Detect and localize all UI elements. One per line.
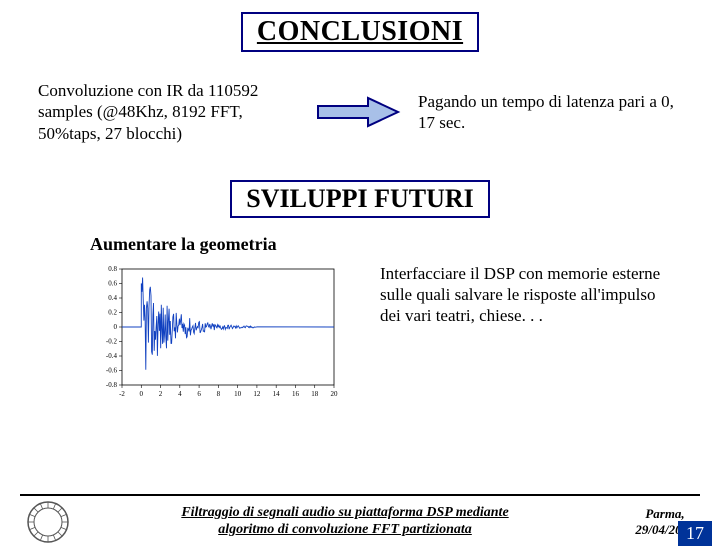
svg-text:12: 12 — [253, 390, 261, 398]
svg-text:0.4: 0.4 — [108, 294, 117, 302]
svg-text:2: 2 — [159, 390, 163, 398]
impulse-chart: -0.8 -0.6 -0.4 -0.2 0 0.2 0.4 0.6 0.8 -2 0 2 4 6 8 10 12… — [90, 263, 340, 403]
impulse-chart-svg: -0.8 -0.6 -0.4 -0.2 0 0.2 0.4 0.6 0.8 -2 0 2 4 6 8 10 12… — [90, 263, 340, 403]
svg-text:0.6: 0.6 — [108, 279, 117, 287]
svg-text:6: 6 — [197, 390, 201, 398]
future-point-2: Interfacciare il DSP con memorie esterne… — [340, 263, 680, 403]
svg-text:16: 16 — [292, 390, 300, 398]
subtitle-wrap: SVILUPPI FUTURI — [0, 180, 720, 218]
row-conclusion: Convoluzione con IR da 110592 samples (@… — [38, 80, 682, 144]
page-number: 17 — [678, 521, 712, 546]
svg-text:18: 18 — [311, 390, 319, 398]
arrow-container — [298, 94, 418, 130]
slide-root: CONCLUSIONI Convoluzione con IR da 11059… — [0, 12, 720, 552]
seal-icon — [16, 500, 80, 544]
footer: Filtraggio di segnali audio su piattafor… — [0, 500, 720, 544]
svg-text:14: 14 — [273, 390, 281, 398]
svg-text:10: 10 — [234, 390, 242, 398]
svg-text:-2: -2 — [119, 390, 125, 398]
footer-divider — [20, 494, 700, 496]
future-point-1: Aumentare la geometria — [90, 234, 720, 255]
svg-text:0: 0 — [140, 390, 144, 398]
footer-title-line1: Filtraggio di segnali audio su piattafor… — [181, 505, 508, 520]
conclusion-right-text: Pagando un tempo di latenza pari a 0, 17… — [418, 91, 682, 134]
row-future: -0.8 -0.6 -0.4 -0.2 0 0.2 0.4 0.6 0.8 -2 0 2 4 6 8 10 12… — [90, 263, 680, 403]
footer-place: Parma, — [645, 506, 684, 521]
svg-text:-0.2: -0.2 — [106, 337, 118, 345]
subtitle: SVILUPPI FUTURI — [230, 180, 490, 218]
svg-text:0.2: 0.2 — [108, 308, 117, 316]
footer-title: Filtraggio di segnali audio su piattafor… — [80, 505, 610, 539]
svg-text:-0.8: -0.8 — [106, 381, 118, 389]
svg-text:0.8: 0.8 — [108, 265, 117, 273]
svg-text:20: 20 — [331, 390, 339, 398]
svg-text:4: 4 — [178, 390, 182, 398]
conclusion-left-text: Convoluzione con IR da 110592 samples (@… — [38, 80, 298, 144]
svg-text:0: 0 — [114, 323, 118, 331]
svg-text:8: 8 — [217, 390, 221, 398]
title-wrap: CONCLUSIONI — [0, 12, 720, 52]
footer-title-line2: algoritmo di convoluzione FFT partiziona… — [218, 522, 472, 537]
title: CONCLUSIONI — [241, 12, 479, 52]
arrow-icon — [313, 94, 403, 130]
svg-text:-0.6: -0.6 — [106, 366, 118, 374]
svg-text:-0.4: -0.4 — [106, 352, 118, 360]
